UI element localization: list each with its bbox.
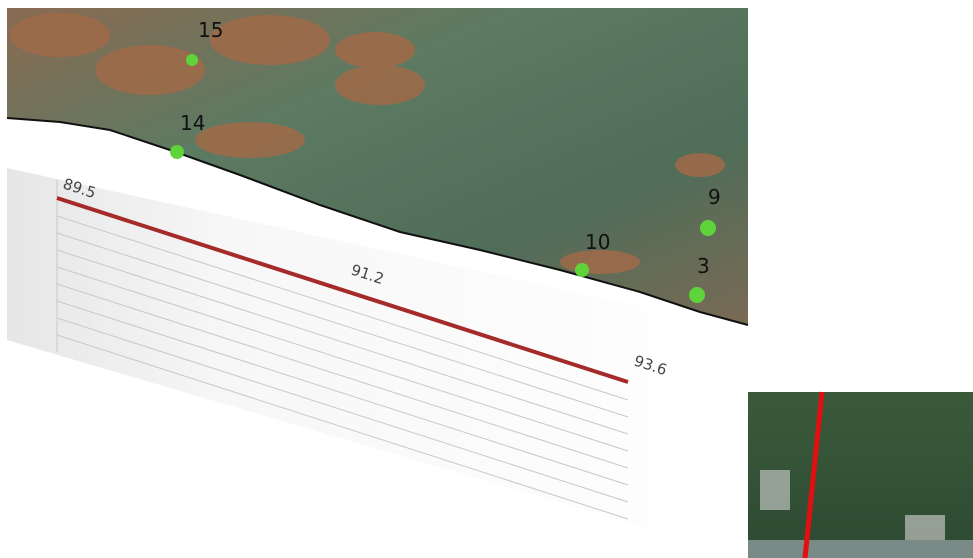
- marker-dots: [170, 54, 716, 303]
- marker-label: 9: [708, 185, 721, 209]
- profile-line: [56, 196, 629, 384]
- trees: [10, 13, 725, 274]
- marker-label: 15: [198, 18, 223, 42]
- marker-label: 3: [697, 254, 710, 278]
- profile-plane: [7, 168, 748, 558]
- terrain: [7, 8, 748, 325]
- terrain-edge: [6, 117, 749, 326]
- minimap: [748, 391, 973, 558]
- marker-label: 14: [180, 111, 205, 135]
- marker-label: 10: [585, 230, 610, 254]
- profile-grid: [56, 180, 629, 520]
